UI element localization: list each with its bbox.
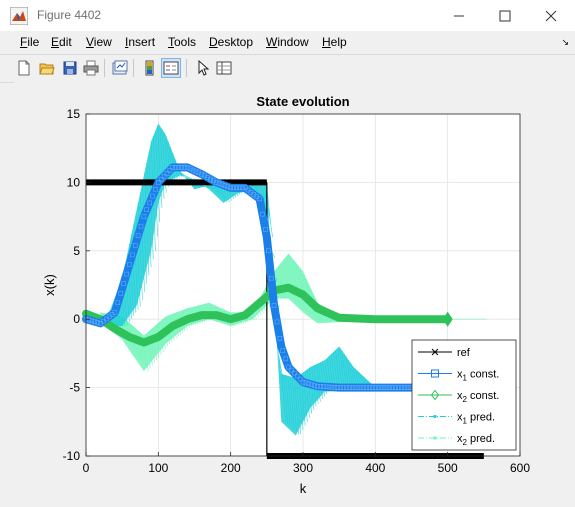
x-tick-label: 400 [365,461,385,475]
menu-desktop-mnemonic: D [209,35,218,49]
window-title: Figure 4402 [37,8,101,22]
menu-help[interactable]: Help [322,35,347,49]
menu-window[interactable]: Window [266,35,309,49]
new-figure-button[interactable] [14,58,34,78]
maximize-button[interactable] [482,0,528,31]
x-tick-label: 100 [148,461,168,475]
menu-tools[interactable]: Tools [168,35,196,49]
open-file-button[interactable] [37,58,57,78]
menu-window-label: indow [277,35,308,49]
save-icon [62,60,78,76]
menu-tools-label: ools [174,35,196,49]
y-tick-label: 5 [73,244,80,258]
matlab-figure-icon [10,7,28,25]
colorbar-button[interactable] [140,58,160,78]
menu-edit-label: dit [59,35,72,49]
y-tick-label: -5 [69,381,80,395]
x-tick-label: 500 [438,461,458,475]
pointer-icon [195,60,211,76]
toolbar-separator [186,59,187,77]
chart-title: State evolution [256,94,349,109]
menu-file-label: ile [27,35,39,49]
save-button[interactable] [60,58,80,78]
minimize-icon [453,10,465,22]
print-icon [83,60,99,76]
x-tick-label: 200 [221,461,241,475]
menu-edit[interactable]: Edit [51,35,72,49]
property-inspector-icon [216,60,232,76]
y-tick-label: 10 [67,175,81,189]
maximize-icon [499,10,511,22]
menu-help-mnemonic: H [322,35,331,49]
legend-label-ref: ref [457,347,471,359]
figure-toolbar [0,54,575,83]
menu-desktop-label: esktop [218,35,253,49]
open-file-icon [39,60,55,76]
legend-marker-x2_pred [433,436,436,439]
menu-insert-label: nsert [128,35,155,49]
new-figure-icon [16,60,32,76]
menu-view-label: iew [94,35,112,49]
y-tick-label: 0 [73,312,80,326]
pointer-button[interactable] [193,58,213,78]
legend-marker-x1_pred [433,415,436,418]
link-plot-icon [112,60,128,76]
close-icon [545,10,557,22]
close-button[interactable] [528,0,574,31]
colorbar-icon [142,60,158,76]
toolbar-separator [104,59,105,77]
toolbar-separator [133,59,134,77]
title-bar: Figure 4402 [0,0,575,31]
x-tick-label: 600 [510,461,530,475]
link-plot-button[interactable] [110,58,130,78]
menu-help-label: elp [331,35,347,49]
menu-file[interactable]: File [20,35,39,49]
menu-edit-mnemonic: E [51,35,59,49]
menu-desktop[interactable]: Desktop [209,35,253,49]
minimize-button[interactable] [436,0,482,31]
x-tick-label: 300 [293,461,313,475]
legend-icon [163,60,179,76]
print-button[interactable] [81,58,101,78]
y-axis-label: x(k) [42,274,57,296]
x-tick-label: 0 [83,461,90,475]
legend-button[interactable] [161,58,181,78]
dock-arrow-icon[interactable]: ↘ [561,37,569,48]
y-tick-label: -10 [63,449,81,463]
y-tick-label: 15 [67,107,81,121]
menu-view-mnemonic: V [86,35,94,49]
menu-view[interactable]: View [86,35,112,49]
menu-window-mnemonic: W [266,35,277,49]
menu-insert[interactable]: Insert [125,35,155,49]
property-inspector-button[interactable] [214,58,234,78]
menu-bar: File Edit View Insert Tools Desktop Wind… [0,31,575,54]
x-axis-label: k [300,481,307,496]
